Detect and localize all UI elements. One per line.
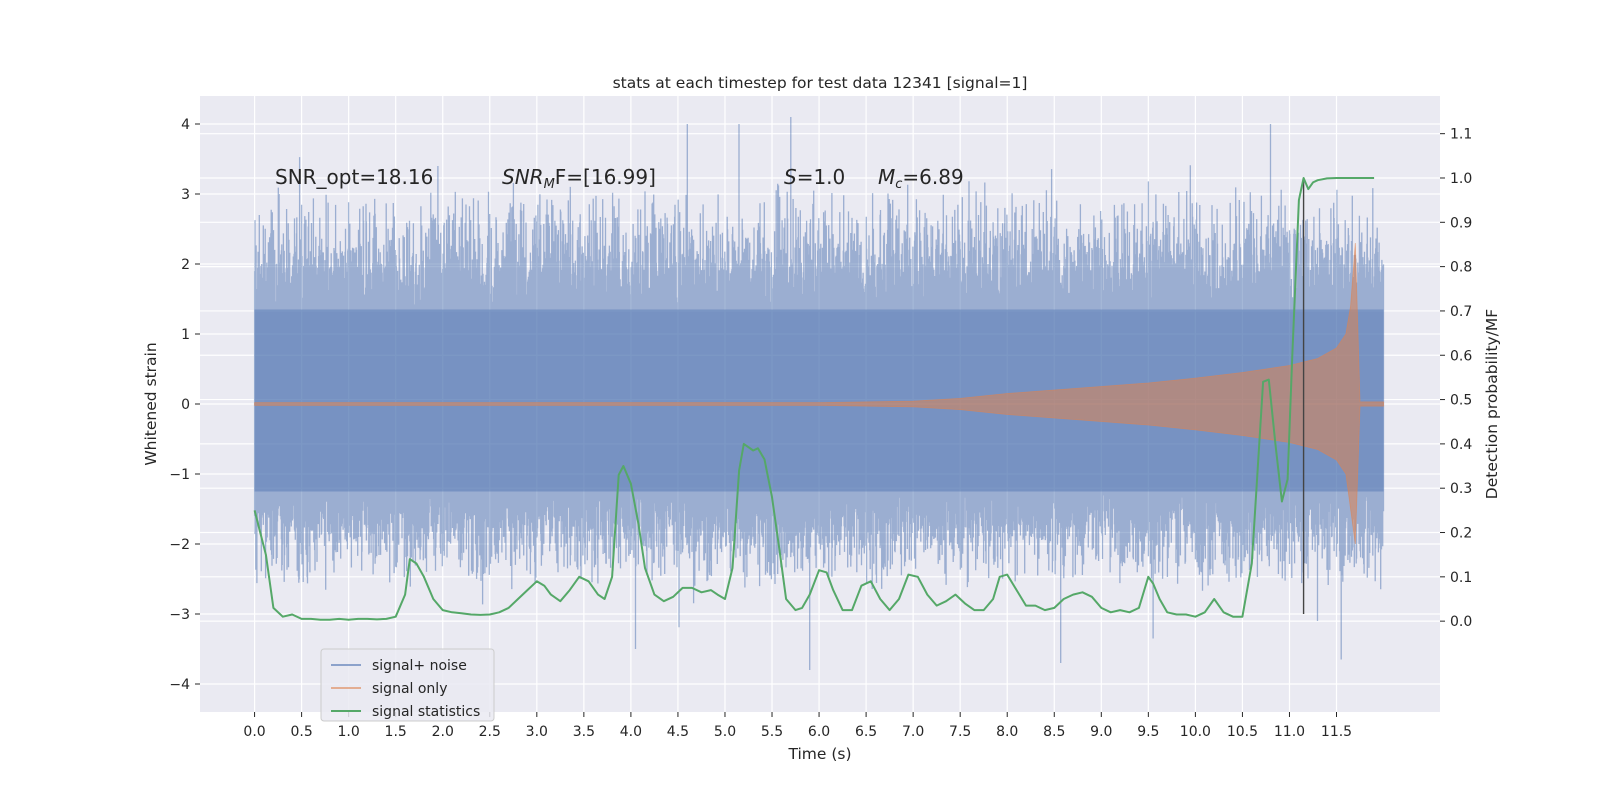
legend: signal+ noise signal only signal statistic… — [320, 648, 495, 722]
annotation-snr-mf-sub: M — [544, 177, 555, 192]
annotation-snr-opt: SNR_opt=18.16 — [275, 165, 433, 189]
legend-label: signal only — [372, 681, 447, 697]
x-tick-label: 8.5 — [1043, 724, 1065, 740]
x-tick-label: 6.5 — [855, 724, 877, 740]
x-tick-label: 0.5 — [290, 724, 312, 740]
y-tick-label: 0 — [181, 397, 190, 413]
y-right-tick-label: 1.1 — [1450, 127, 1472, 143]
x-tick-label: 6.0 — [808, 724, 830, 740]
chart-title: stats at each timestep for test data 123… — [613, 74, 1028, 92]
x-tick-label: 1.5 — [385, 724, 407, 740]
x-tick-label: 2.5 — [479, 724, 501, 740]
y-right-tick-label: 0.0 — [1450, 614, 1472, 630]
legend-box — [320, 648, 495, 722]
annotation-snr-mf-tail: F=[16.99] — [555, 165, 656, 189]
axes: 0.0 0.5 1.0 1.5 2.0 2.5 3.0 3.5 4.0 4.5 5.0 5.5 6.0 6… — [169, 117, 1472, 740]
signal-statistics-series — [253, 177, 1375, 621]
annotation-mc-tail: =6.89 — [902, 165, 963, 189]
y-right-tick-label: 1.0 — [1450, 171, 1472, 187]
x-tick-label: 10.0 — [1180, 724, 1211, 740]
y-tick-label: 1 — [181, 327, 190, 343]
signal-statistics-line — [253, 177, 1375, 621]
y-tick-label: −3 — [169, 607, 190, 623]
annotation-s: S=1.0 — [784, 165, 845, 189]
x-tick-label: 9.5 — [1137, 724, 1159, 740]
signal-only-envelope — [254, 242, 1384, 545]
y-right-tick-label: 0.6 — [1450, 348, 1472, 364]
annotation-snr-mf-base: SNR — [502, 165, 544, 189]
x-tick-label: 7.0 — [902, 724, 924, 740]
y-right-tick-label: 0.3 — [1450, 481, 1472, 497]
legend-label: signal statistics — [372, 704, 480, 720]
y-right-tick-label: 0.4 — [1450, 437, 1472, 453]
y-right-tick-label: 0.8 — [1450, 260, 1472, 276]
x-tick-label: 2.0 — [432, 724, 454, 740]
y-tick-label: 2 — [181, 257, 190, 273]
x-tick-label: 11.5 — [1321, 724, 1352, 740]
y-right-tick-label: 0.2 — [1450, 526, 1472, 542]
x-tick-label: 3.5 — [573, 724, 595, 740]
annotation-s-base: S — [784, 165, 797, 189]
annotation-mc-base: M — [878, 165, 895, 189]
x-axis-label: Time (s) — [787, 745, 851, 763]
y-right-tick-label: 0.7 — [1450, 304, 1472, 320]
x-tick-label: 3.0 — [526, 724, 548, 740]
x-tick-label: 0.0 — [243, 724, 265, 740]
y-tick-label: −2 — [169, 537, 190, 553]
y-tick-label: 3 — [181, 187, 190, 203]
x-tick-label: 11.0 — [1274, 724, 1305, 740]
legend-label: signal+ noise — [372, 658, 467, 674]
annotation-s-tail: =1.0 — [797, 165, 846, 189]
x-tick-label: 4.0 — [620, 724, 642, 740]
annotation-mc: Mc=6.89 — [878, 165, 964, 192]
x-tick-label: 4.5 — [667, 724, 689, 740]
y-tick-label: −1 — [169, 467, 190, 483]
x-tick-label: 7.5 — [949, 724, 971, 740]
annotations: SNR_opt=18.16 SNRMF=[16.99] S=1.0 Mc=6.8… — [275, 165, 964, 192]
x-tick-label: 1.0 — [338, 724, 360, 740]
y-right-axis-label: Detection probability/MF — [1483, 309, 1501, 500]
x-tick-label: 8.0 — [996, 724, 1018, 740]
x-tick-label: 9.0 — [1090, 724, 1112, 740]
y-axis-label: Whitened strain — [142, 342, 160, 465]
signal-only-series — [254, 242, 1384, 545]
annotation-mc-sub: c — [895, 177, 902, 192]
y-right-tick-label: 0.9 — [1450, 215, 1472, 231]
y-right-tick-label: 0.1 — [1450, 570, 1472, 586]
y-right-tick-label: 0.5 — [1450, 393, 1472, 409]
x-tick-label: 10.5 — [1227, 724, 1258, 740]
annotation-snr-mf: SNRMF=[16.99] — [502, 165, 656, 192]
x-tick-label: 5.0 — [714, 724, 736, 740]
y-tick-label: −4 — [169, 677, 190, 693]
x-tick-label: 5.5 — [761, 724, 783, 740]
y-tick-label: 4 — [181, 117, 190, 133]
